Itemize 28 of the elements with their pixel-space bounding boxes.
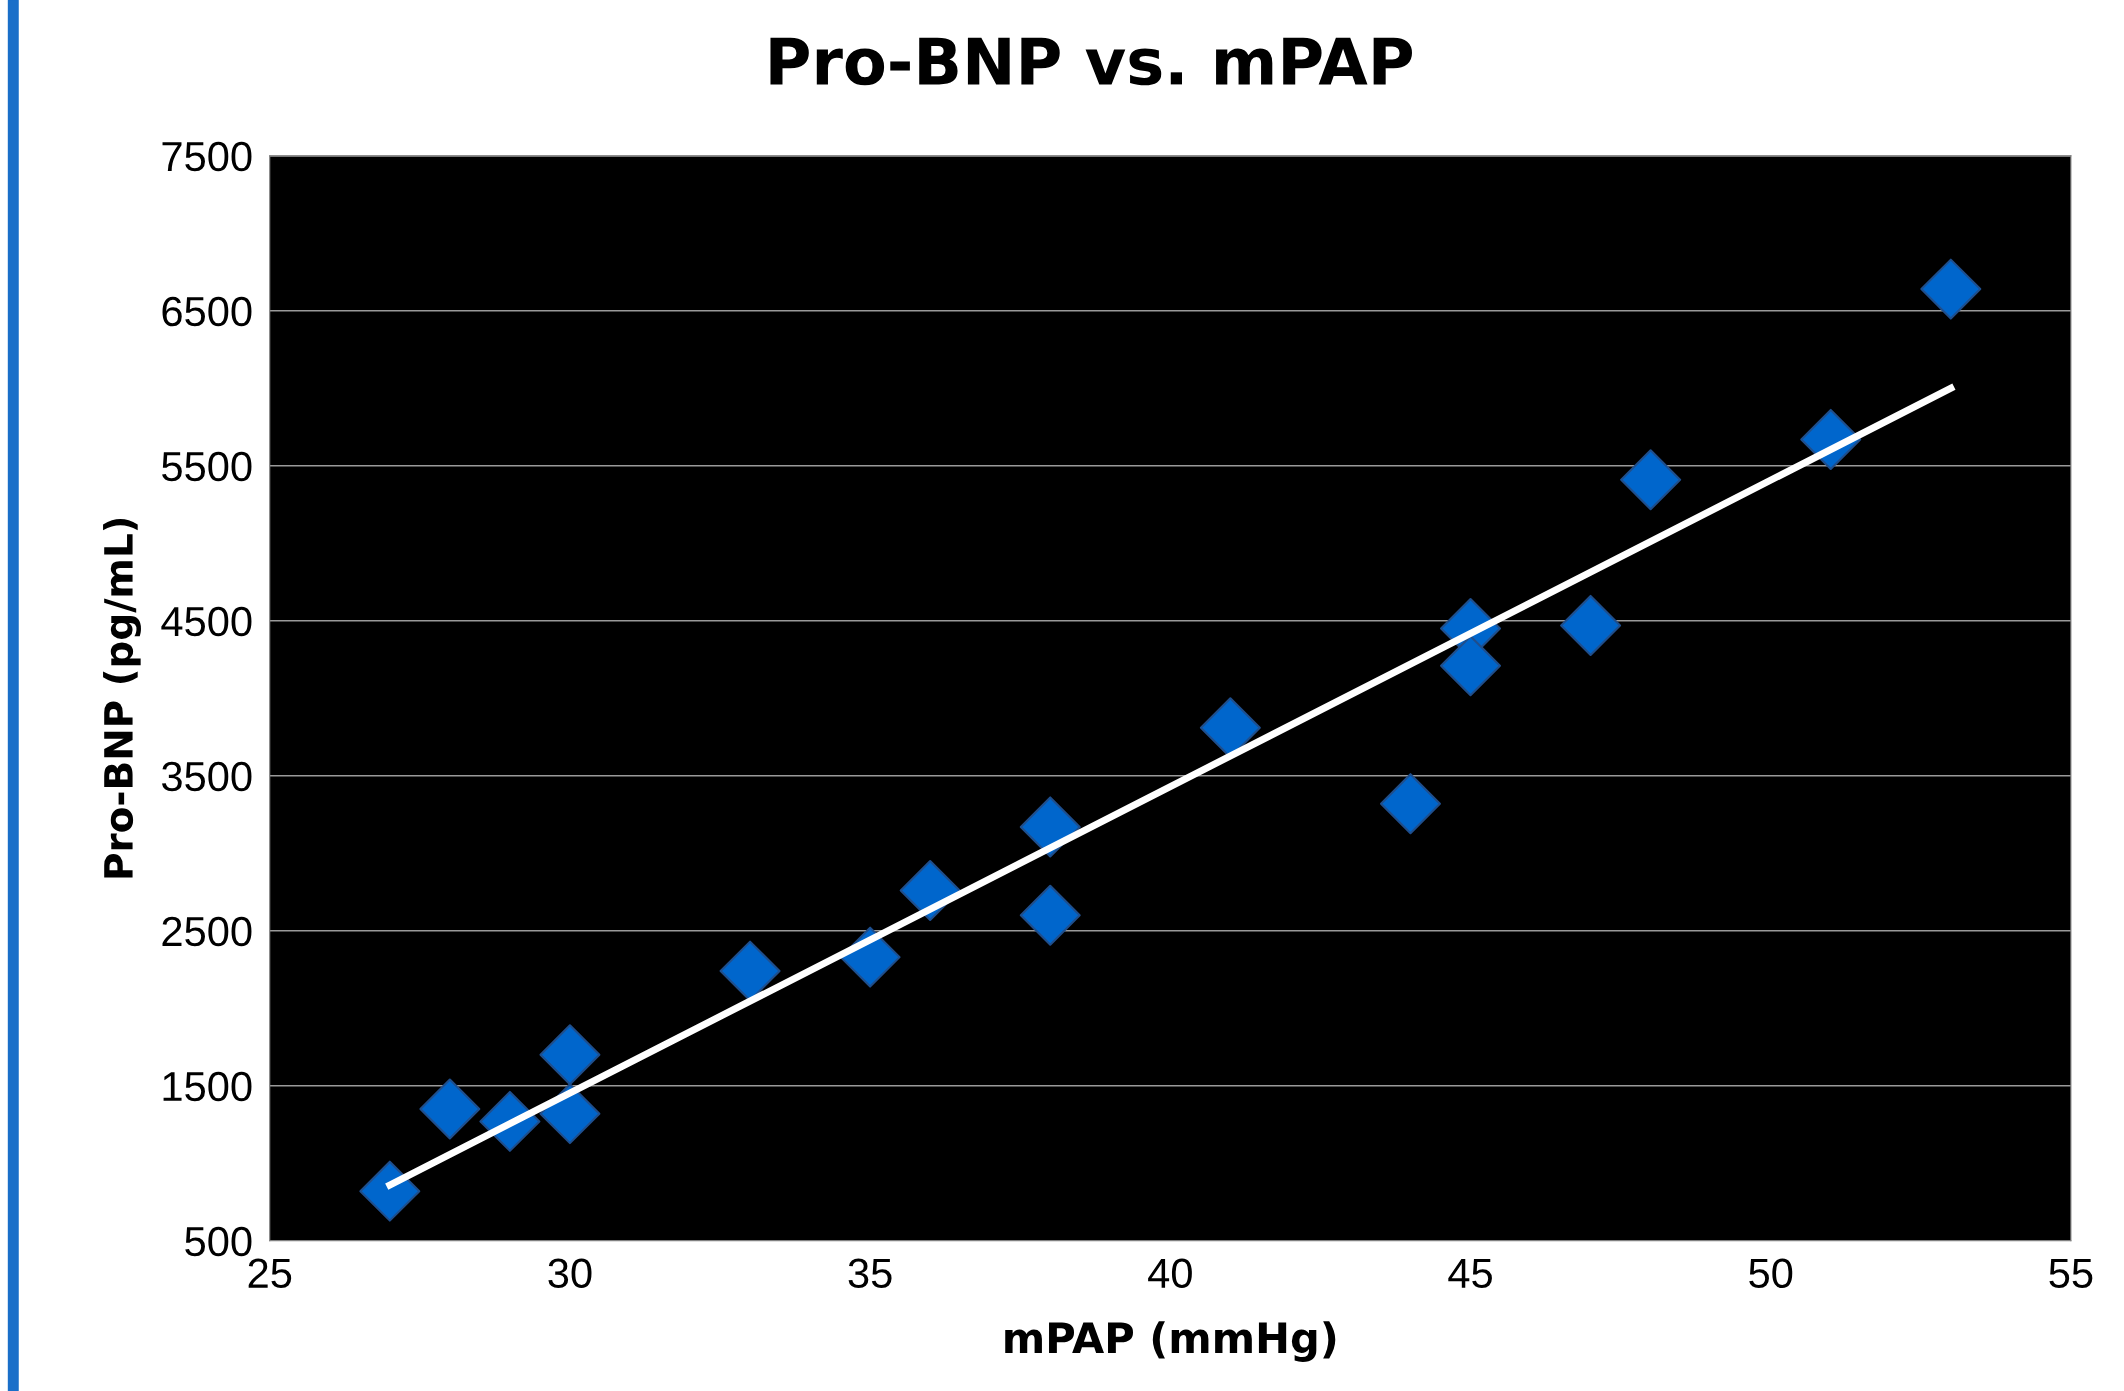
x-tick-label: 25 <box>248 1258 292 1289</box>
point <box>1379 773 1441 835</box>
x-tick-label: 40 <box>1148 1258 1192 1289</box>
point <box>719 940 781 1002</box>
y-tick-label: 5500 <box>162 451 252 482</box>
point <box>1920 258 1982 320</box>
point <box>1560 594 1622 656</box>
y-tick-label: 3500 <box>161 761 252 792</box>
y-tick-label: 6500 <box>162 296 252 327</box>
x-tick-label: 30 <box>548 1258 592 1289</box>
x-tick-label: 35 <box>848 1258 892 1289</box>
x-tick-label: 55 <box>2049 1258 2093 1289</box>
x-tick-label: 45 <box>1448 1258 1492 1289</box>
point <box>359 1160 421 1222</box>
point <box>1620 449 1682 511</box>
point <box>1440 635 1502 697</box>
y-tick-label: 7500 <box>162 141 252 172</box>
chart-title: Pro-BNP vs. mPAP <box>770 37 1412 86</box>
y-tick-label: 4500 <box>161 606 252 637</box>
y-tick-label: 2500 <box>162 916 252 947</box>
x-tick-label: 50 <box>1749 1258 1793 1289</box>
y-axis-title: Pro-BNP (pg/mL) <box>103 518 141 878</box>
point <box>1019 884 1081 946</box>
point <box>539 1024 601 1086</box>
point <box>419 1078 481 1140</box>
y-tick-label: 500 <box>185 1226 252 1257</box>
y-tick-label: 1500 <box>163 1071 252 1102</box>
x-axis-title: mPAP (mmHg) <box>1005 1321 1336 1362</box>
